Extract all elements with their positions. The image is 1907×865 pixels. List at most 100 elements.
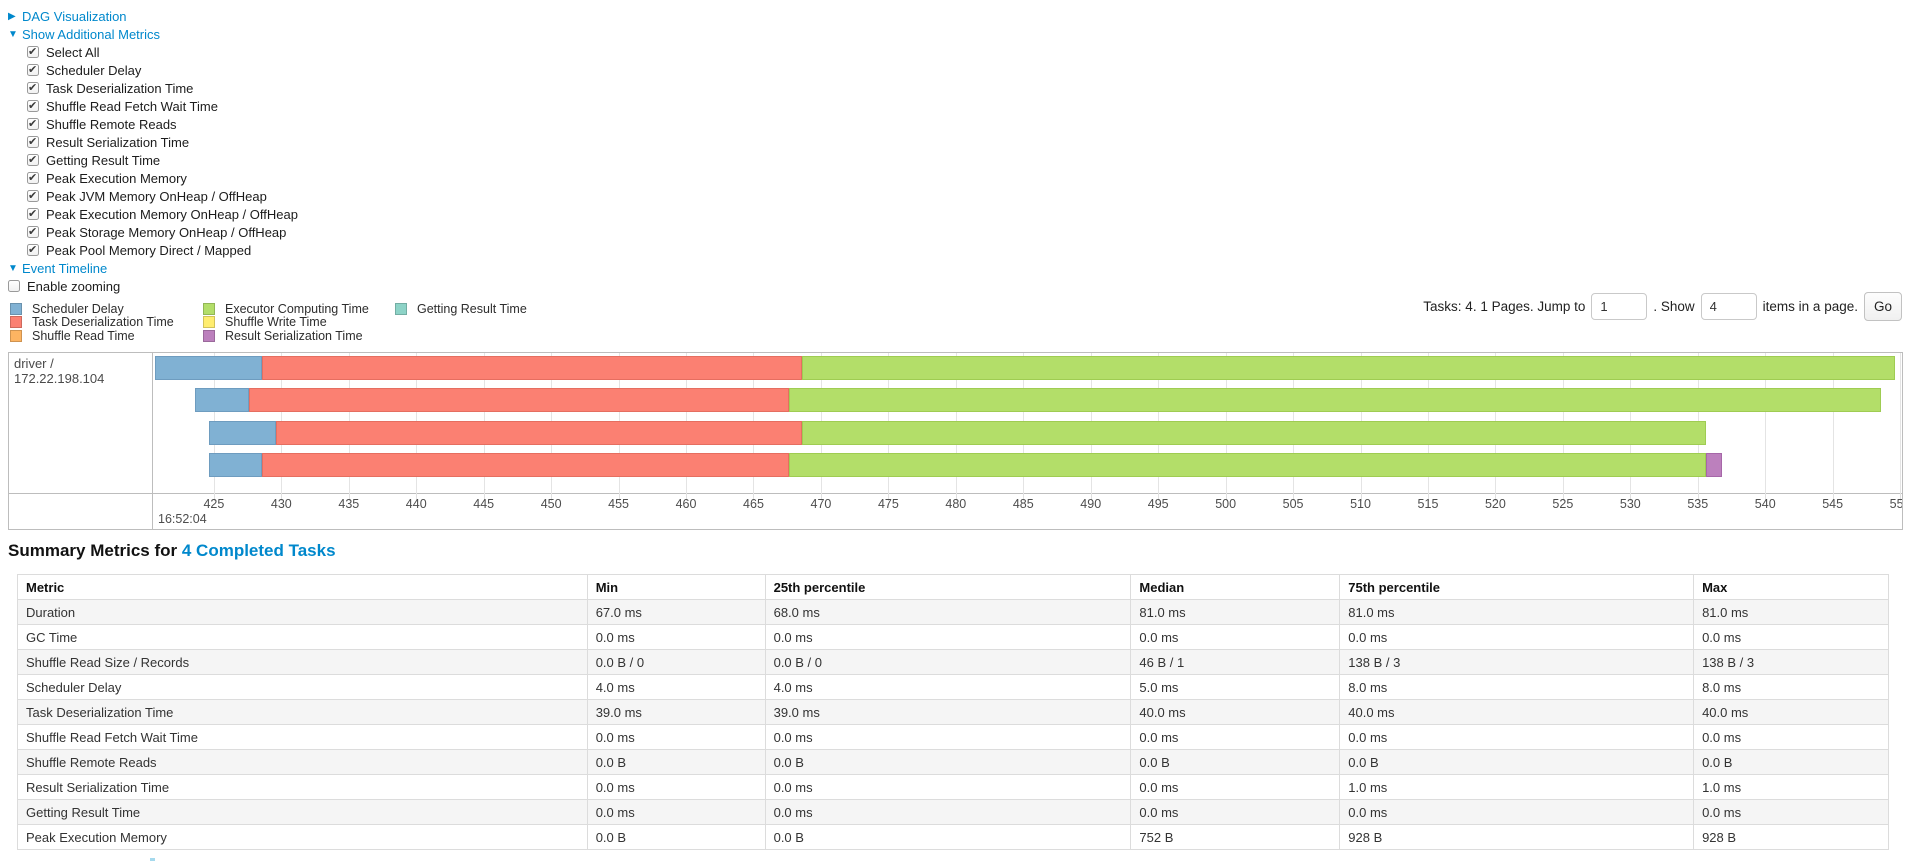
summary-table-cell: 0.0 ms: [764, 624, 1132, 650]
pagination-prefix-text: Tasks: 4. 1 Pages. Jump to: [1423, 299, 1586, 314]
summary-table-row: Getting Result Time 0.0 ms 0.0 ms 0.0 ms 0.0…: [17, 799, 1889, 825]
task-segment-task_deserialization[interactable]: [262, 356, 803, 380]
metric-checkbox[interactable]: [27, 153, 39, 166]
axis-tick-label: 520: [1484, 497, 1506, 511]
task-timeline-bar: [154, 356, 1902, 380]
shuffle_read-swatch-icon: [10, 329, 22, 342]
metric-checkbox-row: Getting Result Time: [27, 151, 298, 169]
metric-checkbox-label: Result Serialization Time: [46, 134, 190, 150]
summary-table-row: Result Serialization Time 0.0 ms 0.0 ms 0.0…: [17, 774, 1889, 800]
task-timeline-bar: [154, 420, 1902, 445]
task-segment-scheduler_delay[interactable]: [208, 452, 263, 477]
legend-item-label: Scheduler Delay: [32, 301, 124, 316]
axis-tick-label: 470: [810, 497, 832, 511]
summary-table-cell: 0.0 ms: [1339, 724, 1695, 750]
metric-checkbox[interactable]: [27, 117, 39, 130]
task-segment-scheduler_delay[interactable]: [154, 356, 263, 380]
task-segment-executor_computing[interactable]: [802, 420, 1706, 445]
metric-checkbox[interactable]: [27, 99, 39, 112]
timeline-gridline: [1832, 353, 1834, 495]
metric-checkbox[interactable]: [27, 243, 39, 256]
task-segment-scheduler_delay[interactable]: [208, 420, 276, 445]
metric-checkbox-row: Peak Pool Memory Direct / Mapped: [27, 241, 298, 259]
summary-table-cell: 8.0 ms: [1339, 674, 1695, 700]
task-segment-scheduler_delay[interactable]: [195, 388, 249, 413]
axis-tick-label: 530: [1619, 497, 1641, 511]
summary-table-row: Scheduler Delay 4.0 ms 4.0 ms 5.0 ms 8.0 ms 8…: [17, 674, 1889, 700]
dag-visualization-label: DAG Visualization: [22, 8, 127, 24]
metric-checkbox-label: Getting Result Time: [46, 152, 161, 168]
axis-tick-label: 425: [203, 497, 225, 511]
summary-table-row: Peak Execution Memory 0.0 B 0.0 B 752 B 928 …: [17, 824, 1889, 850]
summary-table-row: Shuffle Read Size / Records 0.0 B / 0 0.0 …: [17, 649, 1889, 675]
completed-tasks-link[interactable]: 4 Completed Tasks: [181, 541, 336, 560]
task-segment-executor_computing[interactable]: [788, 388, 1882, 413]
dag-visualization-toggle[interactable]: ▶ DAG Visualization: [8, 7, 298, 25]
task-segment-executor_computing[interactable]: [802, 356, 1895, 380]
timeline-gridline: [1900, 353, 1902, 495]
go-button[interactable]: Go: [1863, 292, 1902, 321]
summary-table-cell: 81.0 ms: [1693, 599, 1889, 625]
summary-table-cell: 0.0 ms: [1130, 799, 1341, 825]
task-segment-task_deserialization[interactable]: [275, 420, 803, 445]
summary-table-cell: 40.0 ms: [1339, 699, 1695, 725]
axis-tick: [213, 494, 215, 501]
summary-table-cell: 40.0 ms: [1693, 699, 1889, 725]
task-segment-executor_computing[interactable]: [788, 452, 1706, 477]
legend-item-label: Result Serialization Time: [225, 328, 363, 343]
metric-checkbox[interactable]: [27, 171, 39, 184]
summary-table-cell: 0.0 ms: [1339, 624, 1695, 650]
metric-checkbox[interactable]: [27, 189, 39, 202]
task-segment-task_deserialization[interactable]: [262, 452, 789, 477]
axis-tick: [1630, 494, 1632, 501]
pagination-mid-text: . Show: [1653, 299, 1695, 314]
summary-metrics-table: Metric Min 25th percentile Median 75th perce…: [17, 574, 1889, 850]
metric-checkbox[interactable]: [27, 207, 39, 220]
axis-tick-label: 475: [877, 497, 899, 511]
metric-checkbox[interactable]: [27, 225, 39, 238]
axis-tick: [1495, 494, 1497, 501]
legend-column: Scheduler Delay Task Deserialization Time…: [10, 302, 174, 343]
summary-table-cell: 0.0 ms: [586, 799, 766, 825]
metric-checkbox[interactable]: [27, 63, 39, 76]
summary-table-cell: 0.0 ms: [586, 774, 766, 800]
chevron-down-icon: ▼: [8, 262, 18, 274]
enable-zooming-checkbox[interactable]: [8, 280, 20, 292]
summary-table-cell: Shuffle Read Size / Records: [17, 649, 588, 675]
metric-checkbox-row: Shuffle Read Fetch Wait Time: [27, 97, 298, 115]
axis-tick: [281, 494, 283, 501]
summary-table-row: Shuffle Remote Reads 0.0 B 0.0 B 0.0 B 0.0 B…: [17, 749, 1889, 775]
legend-item-label: Shuffle Read Time: [32, 328, 135, 343]
jump-to-page-input[interactable]: [1591, 293, 1648, 320]
metric-checkbox[interactable]: [27, 45, 39, 58]
summary-table-cell: 0.0 ms: [764, 799, 1132, 825]
summary-table-cell: 81.0 ms: [1130, 599, 1341, 625]
summary-table-body: Duration 67.0 ms 68.0 ms 81.0 ms 81.0 ms 81.0…: [17, 599, 1889, 850]
task-segment-task_deserialization[interactable]: [248, 388, 789, 413]
metric-checkbox-label: Peak Pool Memory Direct / Mapped: [46, 242, 252, 258]
summary-table-cell: 1.0 ms: [1339, 774, 1695, 800]
axis-tick-label: 500: [1215, 497, 1237, 511]
summary-table-cell: 4.0 ms: [586, 674, 766, 700]
metric-checkbox-label: Shuffle Remote Reads: [46, 116, 177, 132]
metric-checkbox-row: Select All: [27, 43, 298, 61]
axis-tick: [1225, 494, 1227, 501]
show-additional-metrics-toggle[interactable]: ▼ Show Additional Metrics: [8, 25, 298, 43]
metric-checkbox-row: Scheduler Delay: [27, 61, 298, 79]
axis-tick-label: 540: [1754, 497, 1776, 511]
summary-table-cell: Scheduler Delay: [17, 674, 588, 700]
task-segment-result_serialization[interactable]: [1705, 452, 1723, 477]
stage-controls: ▶ DAG Visualization ▼ Show Additional Me…: [8, 7, 298, 295]
summary-table-cell: 40.0 ms: [1130, 699, 1341, 725]
event-timeline-toggle[interactable]: ▼ Event Timeline: [8, 259, 298, 277]
items-per-page-input[interactable]: [1700, 293, 1757, 320]
legend-column: Getting Result Time: [395, 302, 527, 316]
legend-item: Shuffle Read Time: [10, 329, 174, 343]
metric-checkbox[interactable]: [27, 81, 39, 94]
metric-checkbox-row: Peak Execution Memory OnHeap / OffHeap: [27, 205, 298, 223]
metric-checkbox[interactable]: [27, 135, 39, 148]
axis-tick: [1697, 494, 1699, 501]
summary-table-cell: 8.0 ms: [1693, 674, 1889, 700]
scheduler_delay-swatch-icon: [10, 302, 22, 315]
axis-tick: [1562, 494, 1564, 501]
